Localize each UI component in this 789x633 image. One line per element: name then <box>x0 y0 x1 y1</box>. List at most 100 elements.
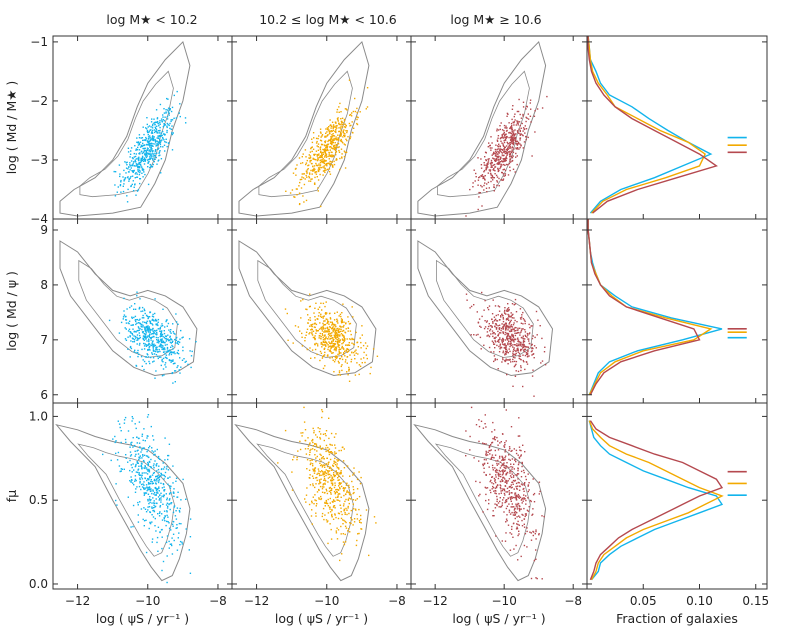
scatter-point <box>502 458 504 460</box>
scatter-point <box>321 343 323 345</box>
scatter-point <box>309 161 311 163</box>
scatter-panel <box>238 40 370 217</box>
scatter-point <box>329 342 331 344</box>
scatter-point <box>329 489 332 492</box>
scatter-point <box>172 340 174 342</box>
scatter-point <box>332 340 334 342</box>
scatter-point <box>477 184 479 186</box>
scatter-point <box>149 349 151 351</box>
scatter-point <box>158 154 160 157</box>
scatter-point <box>501 489 504 492</box>
y-axis-label: log ( Md / ψ ) <box>4 271 19 351</box>
scatter-point <box>325 337 327 339</box>
scatter-point <box>135 158 138 160</box>
scatter-point <box>149 329 152 331</box>
scatter-point <box>126 308 128 310</box>
scatter-point <box>164 326 166 328</box>
scatter-point <box>169 487 172 489</box>
scatter-point <box>519 308 522 310</box>
scatter-point <box>184 117 187 119</box>
scatter-point <box>319 335 321 337</box>
scatter-point <box>351 306 353 308</box>
scatter-panel <box>59 240 198 384</box>
scatter-point <box>146 344 149 346</box>
scatter-point <box>154 502 156 504</box>
scatter-point <box>344 133 346 135</box>
scatter-point <box>159 328 161 330</box>
scatter-point <box>506 373 508 376</box>
scatter-point <box>335 138 337 141</box>
scatter-point <box>483 467 485 469</box>
scatter-point <box>365 108 367 110</box>
scatter-point <box>311 500 313 502</box>
scatter-point <box>168 547 170 549</box>
scatter-point <box>519 332 521 334</box>
scatter-point <box>518 417 520 419</box>
scatter-point <box>142 151 145 154</box>
scatter-point <box>509 320 512 323</box>
scatter-point <box>312 477 315 479</box>
scatter-point <box>322 174 324 176</box>
scatter-point <box>323 478 326 480</box>
scatter-point <box>504 343 506 345</box>
scatter-point <box>505 499 507 501</box>
scatter-point <box>155 530 157 532</box>
scatter-point <box>342 541 345 543</box>
scatter-point <box>489 453 491 455</box>
scatter-point <box>505 331 507 334</box>
scatter-point <box>514 319 516 322</box>
scatter-point <box>501 340 503 342</box>
scatter-point <box>145 484 148 486</box>
scatter-point <box>324 464 326 466</box>
scatter-point <box>143 507 145 509</box>
scatter-point <box>494 173 496 175</box>
scatter-point <box>519 137 522 139</box>
scatter-point <box>164 476 166 478</box>
scatter-point <box>162 351 165 353</box>
scatter-point <box>161 360 163 362</box>
scatter-point <box>330 479 332 481</box>
scatter-point <box>164 356 167 358</box>
scatter-point <box>167 107 170 109</box>
scatter-point <box>509 166 511 168</box>
panel-frame <box>586 35 768 220</box>
scatter-point <box>305 162 308 164</box>
scatter-point <box>146 416 149 418</box>
scatter-point <box>153 467 155 469</box>
scatter-point <box>311 146 313 148</box>
scatter-point <box>142 518 144 521</box>
scatter-point <box>489 325 492 327</box>
scatter-point <box>510 450 512 452</box>
scatter-point <box>335 151 337 154</box>
scatter-point <box>133 351 135 353</box>
scatter-point <box>336 333 338 335</box>
scatter-point <box>511 142 513 144</box>
scatter-point <box>172 520 174 523</box>
scatter-point <box>130 454 133 456</box>
scatter-point <box>511 139 514 141</box>
scatter-point <box>506 471 508 474</box>
scatter-point <box>153 345 155 348</box>
scatter-point <box>168 540 170 543</box>
scatter-point <box>496 184 498 187</box>
scatter-point <box>153 160 155 163</box>
scatter-point <box>141 155 144 158</box>
scatter-point <box>318 497 320 499</box>
scatter-point <box>329 451 332 453</box>
scatter-point <box>528 482 530 484</box>
scatter-point <box>501 504 503 506</box>
scatter-point <box>517 559 519 561</box>
scatter-point <box>326 162 328 165</box>
scatter-point <box>501 152 503 154</box>
scatter-point <box>334 507 336 509</box>
scatter-point <box>331 166 334 168</box>
scatter-point <box>515 474 517 476</box>
scatter-point <box>489 480 491 483</box>
scatter-point <box>160 473 163 476</box>
scatter-point <box>321 154 323 157</box>
scatter-point <box>512 476 515 478</box>
scatter-point <box>343 494 345 497</box>
scatter-point <box>319 139 322 141</box>
scatter-point <box>509 154 511 156</box>
